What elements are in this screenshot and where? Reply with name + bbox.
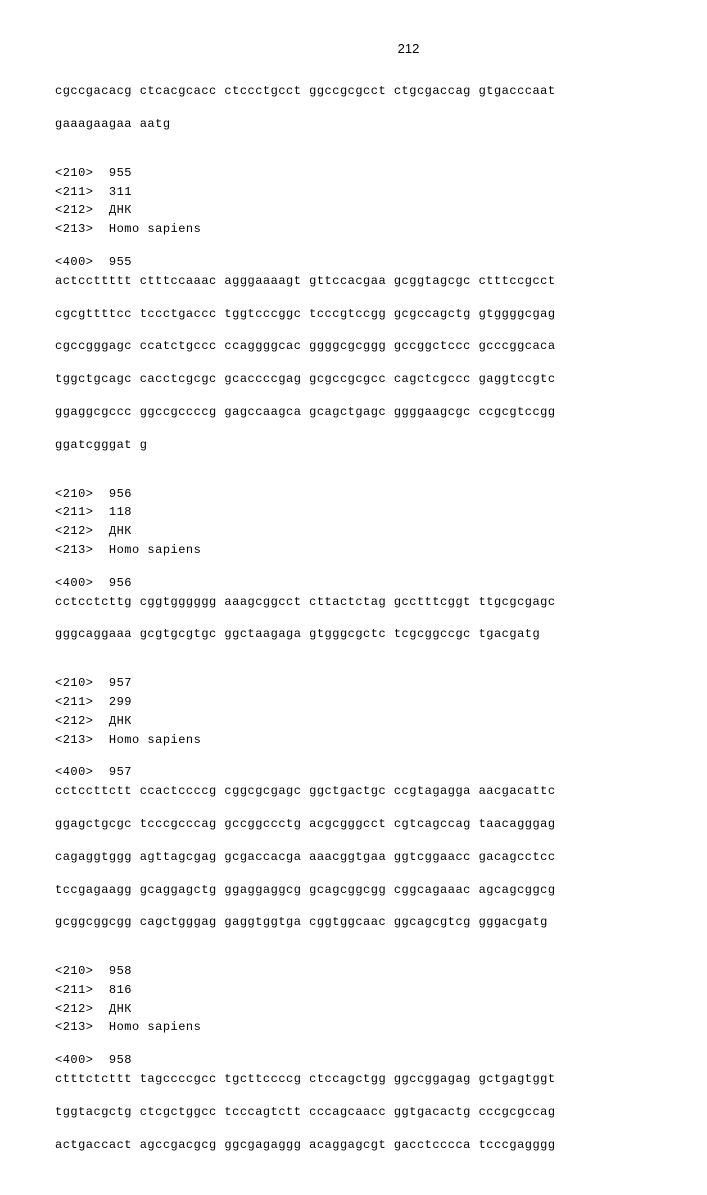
metadata-line: <211> 311 (55, 184, 707, 201)
sequence-row: cagaggtggg agttagcgag gcgaccacga aaacggt… (55, 849, 707, 866)
sequence-row: cgccgggagc ccatctgccc ccaggggcac ggggcgc… (55, 338, 707, 355)
spacer (55, 135, 707, 163)
sequence-text: ctttctcttt tagccccgcc tgcttccccg ctccagc… (55, 1071, 556, 1088)
metadata-line: <400> 957 (55, 764, 707, 781)
sequence-text: cctcctcttg cggtgggggg aaagcggcct cttactc… (55, 594, 556, 611)
sequence-row: cctcctcttg cggtgggggg aaagcggcct cttactc… (55, 594, 707, 611)
sequence-text: ggaggcgccc ggccgccccg gagccaagca gcagctg… (55, 404, 556, 421)
sequence-text: cagaggtggg agttagcgag gcgaccacga aaacggt… (55, 849, 556, 866)
sequence-text: cgcgttttcc tccctgaccc tggtcccggc tcccgtc… (55, 306, 556, 323)
spacer (55, 324, 707, 336)
spacer (55, 102, 707, 114)
spacer (55, 390, 707, 402)
spacer (55, 933, 707, 961)
sequence-text: gcggcggcgg cagctgggag gaggtggtga cggtggc… (55, 914, 548, 931)
sequence-text: actgaccact agccgacgcg ggcgagaggg acaggag… (55, 1137, 556, 1154)
sequence-text: tccgagaagg gcaggagctg ggaggaggcg gcagcgg… (55, 882, 556, 899)
spacer (55, 835, 707, 847)
page-number: 212 (55, 40, 707, 58)
sequence-row: gggcaggaaa gcgtgcgtgc ggctaagaga gtgggcg… (55, 626, 707, 643)
sequence-row: actgaccact agccgacgcg ggcgagaggg acaggag… (55, 1137, 707, 1154)
sequence-row: cgcgttttcc tccctgaccc tggtcccggc tcccgtc… (55, 306, 707, 323)
sequence-row: tggtacgctg ctcgctggcc tcccagtctt cccagca… (55, 1104, 707, 1121)
sequence-row: cgccgacacg ctcacgcacc ctccctgcct ggccgcg… (55, 83, 707, 100)
sequence-text: cgccgacacg ctcacgcacc ctccctgcct ggccgcg… (55, 83, 556, 100)
spacer (55, 900, 707, 912)
metadata-line: <210> 958 (55, 963, 707, 980)
spacer (55, 357, 707, 369)
sequence-row: gaaagaagaa aatg254 (55, 116, 707, 133)
sequence-row: ggatcgggat g311 (55, 437, 707, 454)
spacer (55, 423, 707, 435)
sequence-text: ggagctgcgc tcccgcccag gccggccctg acgcggg… (55, 816, 556, 833)
metadata-line: <400> 955 (55, 254, 707, 271)
metadata-line: <213> Homo sapiens (55, 1019, 707, 1036)
spacer (55, 1090, 707, 1102)
metadata-line: <213> Homo sapiens (55, 221, 707, 238)
metadata-line: <212> ДНК (55, 202, 707, 219)
sequence-text: tggtacgctg ctcgctggcc tcccagtctt cccagca… (55, 1104, 556, 1121)
sequence-row: actccttttt ctttccaaac agggaaaagt gttccac… (55, 273, 707, 290)
spacer (55, 750, 707, 762)
sequence-row: ctttctcttt tagccccgcc tgcttccccg ctccagc… (55, 1071, 707, 1088)
sequence-row: ggagctgcgc tcccgcccag gccggccctg acgcggg… (55, 816, 707, 833)
metadata-line: <400> 956 (55, 575, 707, 592)
spacer (55, 802, 707, 814)
spacer (55, 645, 707, 673)
sequence-row: gcggcggcgg cagctgggag gaggtggtga cggtggc… (55, 914, 707, 931)
sequence-text: tggctgcagc cacctcgcgc gcaccccgag gcgccgc… (55, 371, 556, 388)
metadata-line: <211> 118 (55, 504, 707, 521)
sequence-text: gggcaggaaa gcgtgcgtgc ggctaagaga gtgggcg… (55, 626, 540, 643)
spacer (55, 868, 707, 880)
sequence-row: ggaggcgccc ggccgccccg gagccaagca gcagctg… (55, 404, 707, 421)
metadata-line: <210> 956 (55, 486, 707, 503)
spacer (55, 240, 707, 252)
sequence-row: tccgagaagg gcaggagctg ggaggaggcg gcagcgg… (55, 882, 707, 899)
metadata-line: <400> 958 (55, 1052, 707, 1069)
metadata-line: <212> ДНК (55, 1001, 707, 1018)
sequence-listing: cgccgacacg ctcacgcacc ctccctgcct ggccgcg… (55, 83, 707, 1153)
spacer (55, 1038, 707, 1050)
spacer (55, 612, 707, 624)
metadata-line: <211> 816 (55, 982, 707, 999)
metadata-line: <210> 955 (55, 165, 707, 182)
metadata-line: <213> Homo sapiens (55, 542, 707, 559)
spacer (55, 561, 707, 573)
sequence-text: actccttttt ctttccaaac agggaaaagt gttccac… (55, 273, 556, 290)
sequence-text: ggatcgggat g (55, 437, 147, 454)
metadata-line: <210> 957 (55, 675, 707, 692)
sequence-row: cctccttctt ccactccccg cggcgcgagc ggctgac… (55, 783, 707, 800)
spacer (55, 292, 707, 304)
spacer (55, 456, 707, 484)
sequence-text: gaaagaagaa aatg (55, 116, 171, 133)
spacer (55, 1123, 707, 1135)
metadata-line: <213> Homo sapiens (55, 732, 707, 749)
metadata-line: <212> ДНК (55, 713, 707, 730)
sequence-text: cctccttctt ccactccccg cggcgcgagc ggctgac… (55, 783, 556, 800)
metadata-line: <211> 299 (55, 694, 707, 711)
metadata-line: <212> ДНК (55, 523, 707, 540)
sequence-text: cgccgggagc ccatctgccc ccaggggcac ggggcgc… (55, 338, 556, 355)
sequence-row: tggctgcagc cacctcgcgc gcaccccgag gcgccgc… (55, 371, 707, 388)
